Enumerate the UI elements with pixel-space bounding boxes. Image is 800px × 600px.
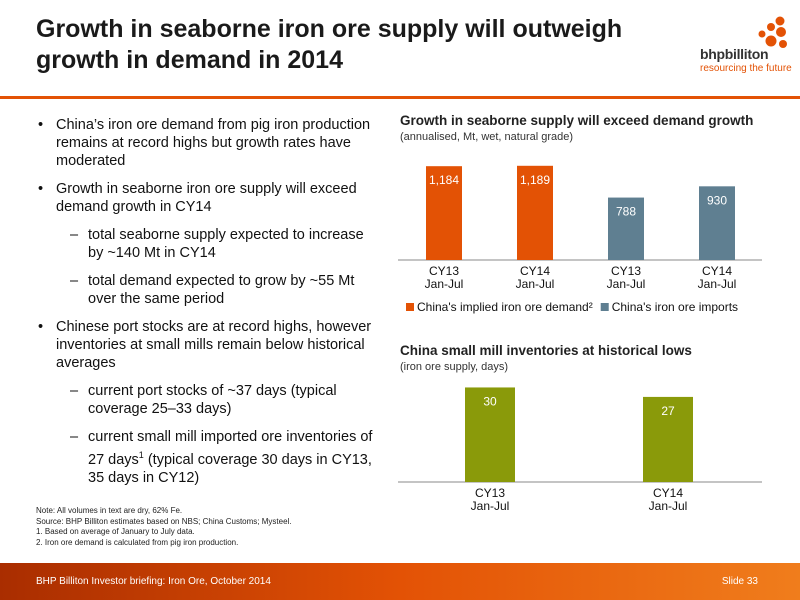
- page-title: Growth in seaborne iron ore supply will …: [36, 14, 716, 76]
- bar: [699, 186, 735, 260]
- bullet-list: China’s iron ore demand from pig iron pr…: [36, 116, 376, 497]
- category-sublabel: Jan-Jul: [698, 277, 737, 291]
- title-line-1: Growth in seaborne iron ore supply will …: [36, 15, 623, 43]
- chart1-subtitle: (annualised, Mt, wet, natural grade): [400, 131, 574, 143]
- category-sublabel: Jan-Jul: [649, 499, 688, 513]
- sub-bullet-item: current port stocks of ~37 days (typical…: [36, 382, 376, 418]
- chart2-subtitle: (iron ore supply, days): [400, 361, 509, 373]
- bar: [517, 165, 553, 260]
- legend-swatch: [406, 303, 414, 311]
- footer-bar: BHP Billiton Investor briefing: Iron Ore…: [0, 563, 800, 600]
- category-label: CY13: [475, 486, 505, 500]
- data-label: 1,184: [429, 173, 459, 187]
- bhp-billiton-logo: bhpbilliton resourcing the future: [700, 16, 792, 86]
- bar: [465, 387, 515, 482]
- data-label: 30: [483, 394, 497, 408]
- logo-dots-icon: [758, 16, 787, 48]
- note-line: 1. Based on average of January to July d…: [36, 527, 195, 536]
- legend-swatch: [600, 303, 609, 311]
- header-divider: [0, 96, 800, 99]
- footnotes: Note: All volumes in text are dry, 62% F…: [36, 506, 396, 548]
- category-label: CY13: [429, 264, 459, 278]
- category-label: CY13: [611, 264, 641, 278]
- note-line: Note: All volumes in text are dry, 62% F…: [36, 506, 183, 515]
- bullet-item: China’s iron ore demand from pig iron pr…: [36, 116, 376, 170]
- category-sublabel: Jan-Jul: [607, 277, 646, 291]
- supply-demand-chart: 1,184CY13Jan-Jul1,189CY14Jan-Jul788CY13J…: [398, 165, 762, 314]
- legend-label: China's implied iron ore demand²: [417, 300, 593, 314]
- category-sublabel: Jan-Jul: [425, 277, 464, 291]
- logo-wordmark: bhpbilliton: [700, 46, 769, 62]
- note-line: Source: BHP Billiton estimates based on …: [36, 516, 292, 526]
- sub-bullet-item: current small mill imported ore inventor…: [36, 428, 376, 487]
- category-label: CY14: [702, 264, 732, 278]
- title-line-2: growth in demand in 2014: [36, 46, 343, 74]
- sub-bullet-item: total demand expected to grow by ~55 Mt …: [36, 272, 376, 308]
- bar: [643, 396, 693, 482]
- data-label: 788: [616, 205, 636, 219]
- bullet-item: Growth in seaborne iron ore supply will …: [36, 180, 376, 216]
- chart1-title: Growth in seaborne supply will exceed de…: [400, 113, 754, 128]
- bullet-item: Chinese port stocks are at record highs,…: [36, 318, 376, 372]
- footer-text: BHP Billiton Investor briefing: Iron Ore…: [36, 576, 271, 587]
- slide-number: Slide 33: [721, 576, 758, 587]
- bar: [426, 166, 462, 260]
- chart2-title: China small mill inventories at historic…: [400, 343, 692, 358]
- category-sublabel: Jan-Jul: [516, 277, 555, 291]
- data-label: 27: [661, 404, 675, 418]
- category-label: CY14: [520, 264, 550, 278]
- logo-tagline: resourcing the future: [700, 63, 792, 74]
- note-line: 2. Iron ore demand is calculated from pi…: [36, 537, 239, 547]
- legend-label: China's iron ore imports: [612, 300, 738, 314]
- footnote-marker: 1: [138, 450, 144, 460]
- bar: [608, 197, 644, 260]
- category-sublabel: Jan-Jul: [471, 499, 510, 513]
- data-label: 1,189: [520, 173, 550, 187]
- sub-bullet-item: total seaborne supply expected to increa…: [36, 226, 376, 262]
- category-label: CY14: [653, 486, 683, 500]
- data-label: 930: [707, 193, 727, 207]
